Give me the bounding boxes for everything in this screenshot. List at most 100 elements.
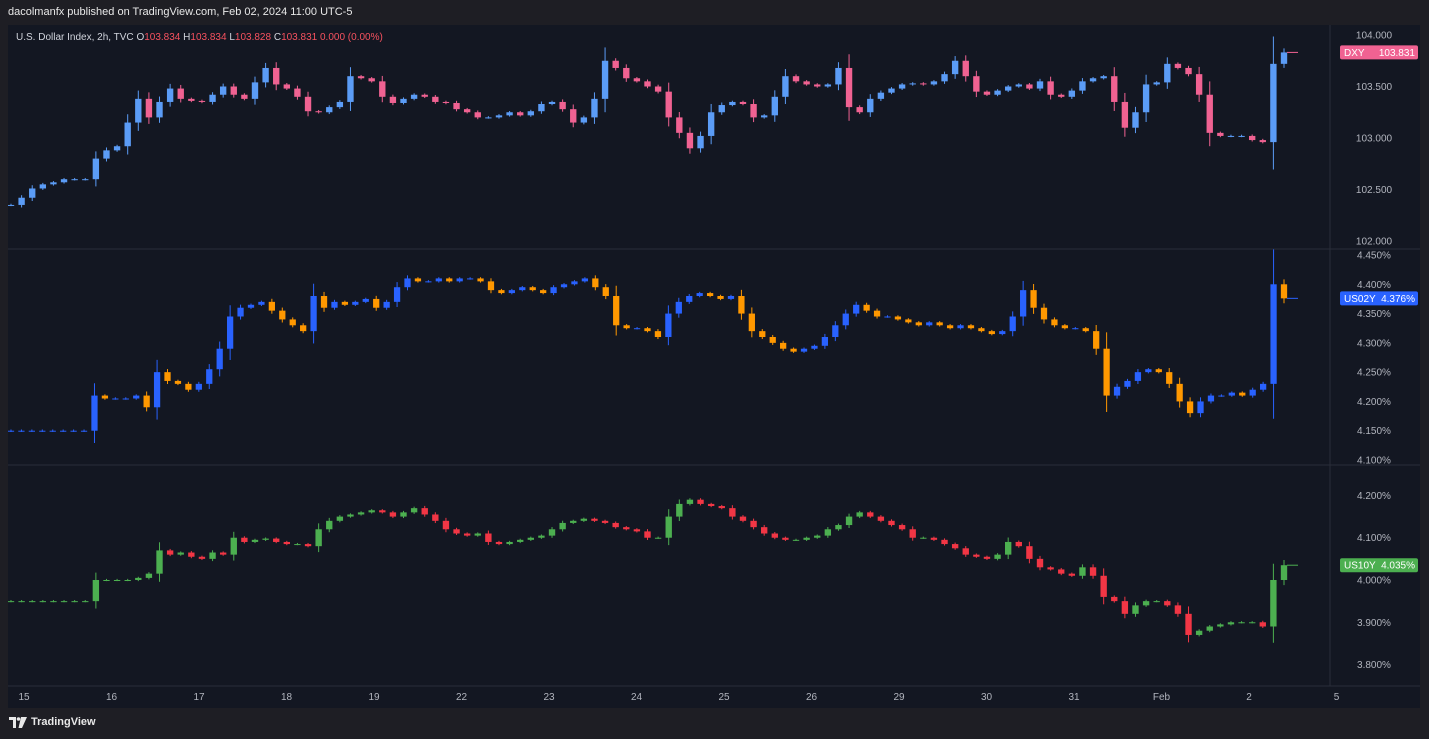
candle-body xyxy=(1020,290,1027,317)
time-tick-label: 2 xyxy=(1246,692,1252,703)
candle-body xyxy=(198,556,206,559)
candle-body xyxy=(29,601,36,603)
candle-body xyxy=(1058,569,1065,574)
candle-body xyxy=(219,86,227,95)
candle-body xyxy=(508,290,515,294)
candle-body xyxy=(1009,316,1016,332)
candle-body xyxy=(209,94,216,102)
candle-body xyxy=(463,533,471,536)
time-tick-label: 18 xyxy=(281,692,293,703)
candle-body xyxy=(1089,567,1097,576)
candle-body xyxy=(548,529,556,536)
footer-brand[interactable]: TradingView xyxy=(9,716,96,728)
candle-body xyxy=(273,67,280,85)
candle-body xyxy=(877,516,885,521)
legend-open-label: O xyxy=(136,32,145,43)
candle-body xyxy=(421,508,428,515)
candle-body xyxy=(71,601,78,603)
candle-body xyxy=(294,88,301,97)
candle-body xyxy=(718,105,725,113)
candle-body xyxy=(177,88,184,99)
candle-body xyxy=(336,101,344,108)
candle-body xyxy=(920,83,927,85)
candle-body xyxy=(538,535,545,538)
candle-body xyxy=(1079,81,1086,91)
candle-body xyxy=(124,580,131,581)
price-tick-label: 4.450% xyxy=(1357,251,1391,262)
candle-body xyxy=(697,135,704,149)
candle-body xyxy=(1227,135,1235,137)
candle-body xyxy=(1249,389,1256,396)
candle-body xyxy=(517,539,524,542)
candle-body xyxy=(347,514,354,517)
candle-body xyxy=(258,301,265,305)
candle-body xyxy=(517,112,524,116)
candle-body xyxy=(60,601,68,603)
candle-body xyxy=(592,278,599,288)
candle-body xyxy=(156,101,163,118)
candle-body xyxy=(8,204,15,206)
candle-body xyxy=(1206,94,1213,133)
candle-body xyxy=(177,552,184,555)
candle-body xyxy=(1134,372,1142,381)
candle-body xyxy=(1248,135,1256,141)
chart-area[interactable]: 104.000 103.500 103.000 102.500 102.000 DXY 10… xyxy=(8,25,1420,708)
candle-body xyxy=(145,98,153,118)
candle-body xyxy=(383,301,390,308)
candle-body xyxy=(1259,140,1266,143)
candle-body xyxy=(226,316,234,349)
candle-body xyxy=(393,287,401,302)
badge-value: 4.376% xyxy=(1381,294,1415,305)
candle-body xyxy=(1259,622,1266,627)
badge-symbol: US10Y xyxy=(1344,561,1376,572)
candle-body xyxy=(1005,541,1012,555)
candle-body xyxy=(920,537,927,539)
candle-body xyxy=(1238,135,1245,137)
time-tick-label: 24 xyxy=(631,692,643,703)
candle-body xyxy=(782,537,789,540)
footer-brand-name: TradingView xyxy=(31,716,96,728)
candle-body xyxy=(983,91,991,95)
candle-body xyxy=(49,430,56,432)
candle-body xyxy=(1228,392,1235,396)
candle-body xyxy=(909,83,916,85)
candle-body xyxy=(1270,63,1277,143)
candle-body xyxy=(1030,290,1037,308)
candle-body xyxy=(1051,319,1058,326)
candle-body xyxy=(145,573,153,578)
candle-body xyxy=(915,322,922,326)
candle-body xyxy=(814,84,821,87)
candle-body xyxy=(835,67,842,85)
price-tick-label: 103.000 xyxy=(1356,134,1393,145)
candle-body xyxy=(519,287,526,291)
candle-body xyxy=(1036,81,1044,89)
candle-body xyxy=(888,520,895,526)
candle-body xyxy=(538,104,545,112)
candle-body xyxy=(101,395,109,399)
candle-body xyxy=(164,372,171,381)
time-tick-label: 23 xyxy=(543,692,555,703)
candle-body xyxy=(60,430,67,432)
candle-body xyxy=(1186,401,1194,414)
candle-body xyxy=(856,107,863,113)
candle-body xyxy=(230,537,237,555)
candle-body xyxy=(601,60,609,99)
symbol-legend: U.S. Dollar Index, 2h, TVC O103.834 H103… xyxy=(16,32,383,43)
legend-close-value: 103.831 xyxy=(281,32,318,43)
candle-body xyxy=(71,179,78,181)
candle-body xyxy=(247,304,255,308)
candle-body xyxy=(1197,401,1204,414)
candle-body xyxy=(1111,596,1118,602)
candle-body xyxy=(1218,395,1225,397)
candle-body xyxy=(978,328,985,332)
time-tick-label: 31 xyxy=(1068,692,1080,703)
last-price-badge xyxy=(1340,558,1418,573)
candle-body xyxy=(1166,372,1173,384)
candle-body xyxy=(771,533,778,538)
candle-body xyxy=(379,81,386,97)
candle-body xyxy=(1036,558,1044,568)
candle-body xyxy=(153,372,161,408)
candle-body xyxy=(1248,622,1256,624)
chart-canvas[interactable]: 104.000 103.500 103.000 102.500 102.000 DXY 10… xyxy=(8,25,1420,708)
candle-body xyxy=(400,98,407,103)
